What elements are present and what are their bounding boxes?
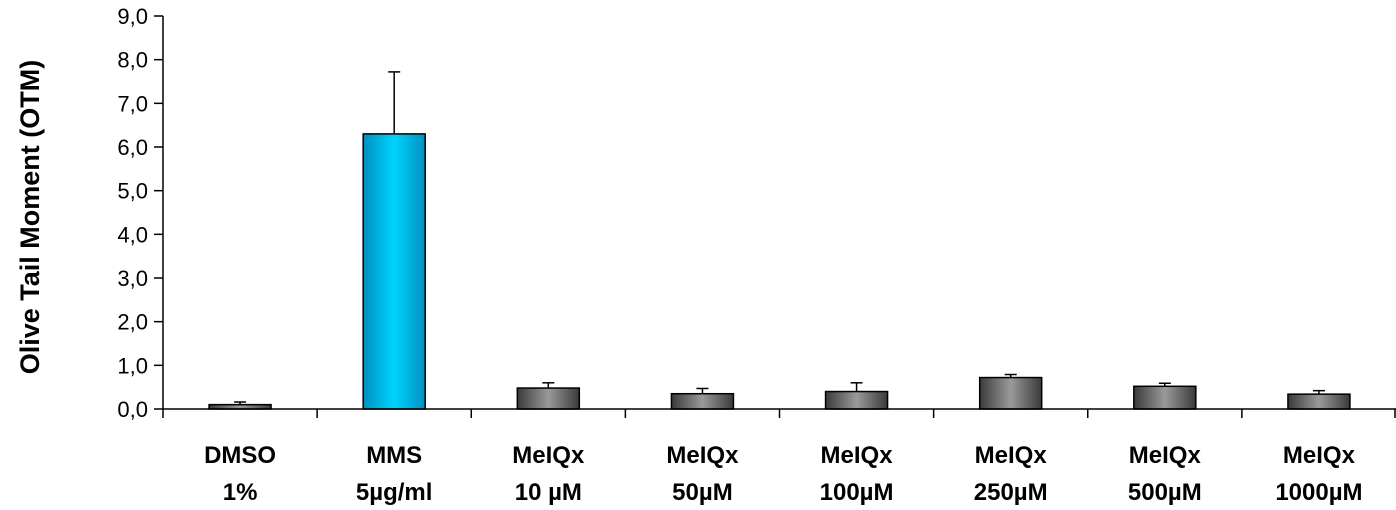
y-tick-label: 8,0 (117, 48, 148, 73)
x-axis: DMSO 1% MMS 5µg/ml MeIQx 10 µM MeIQx 50µM MeIQx 1… (162, 408, 1396, 506)
bar (516, 387, 581, 410)
x-category-sublabel: 250µM (974, 479, 1048, 506)
x-category-sublabel: 10 µM (515, 479, 582, 506)
bars (208, 71, 1351, 410)
y-tick-label: 0,0 (117, 397, 148, 422)
y-tick-label: 3,0 (117, 266, 148, 291)
bar (1133, 385, 1197, 410)
x-category-sublabel: 500µM (1128, 479, 1202, 506)
bar (824, 390, 889, 410)
x-category-label: MMS (366, 442, 422, 469)
y-tick-label: 7,0 (117, 91, 148, 116)
bar (362, 133, 426, 410)
y-tick-label: 1,0 (117, 353, 148, 378)
x-category-label: MeIQx (821, 442, 894, 469)
x-category-sublabel: 5µg/ml (356, 479, 433, 506)
x-category-label: MeIQx (1283, 442, 1356, 469)
x-category-sublabel: 100µM (820, 479, 894, 506)
x-category-label: MeIQx (512, 442, 585, 469)
y-axis-label: Olive Tail Moment (OTM) (15, 60, 45, 375)
x-category-sublabel: 1% (223, 479, 258, 506)
y-tick-label: 9,0 (117, 4, 148, 29)
x-category-sublabel: 50µM (672, 479, 733, 506)
bar (670, 392, 735, 410)
x-category-label: MeIQx (975, 442, 1048, 469)
y-tick-label: 2,0 (117, 310, 148, 335)
bar (978, 376, 1043, 410)
bar (1287, 393, 1351, 410)
x-category-label: MeIQx (1129, 442, 1202, 469)
y-tick-label: 4,0 (117, 222, 148, 247)
x-category-label: DMSO (204, 442, 276, 469)
x-category-sublabel: 1000µM (1275, 479, 1362, 506)
y-axis: 0,0 1,0 2,0 3,0 4,0 5,0 6,0 7,0 8,0 9,0 (117, 4, 164, 422)
y-tick-label: 5,0 (117, 179, 148, 204)
y-tick-label: 6,0 (117, 135, 148, 160)
x-category-label: MeIQx (666, 442, 739, 469)
